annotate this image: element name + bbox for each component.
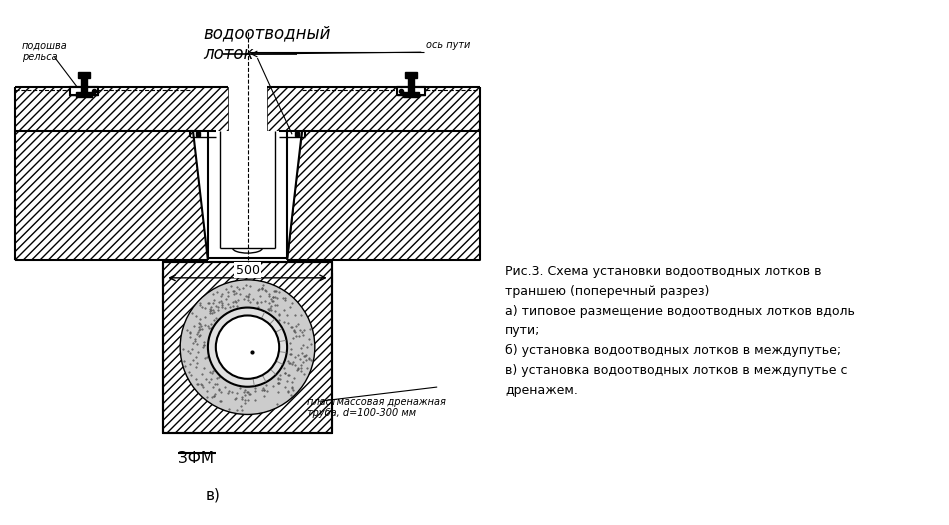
Polygon shape [408,78,414,92]
Text: а) типовое размещение водоотводных лотков вдоль: а) типовое размещение водоотводных лотко… [505,304,855,318]
Polygon shape [76,92,92,97]
Circle shape [180,280,315,414]
Polygon shape [78,72,90,78]
Polygon shape [15,87,228,131]
Polygon shape [403,92,419,97]
Text: в): в) [205,488,220,503]
Text: б) установка водоотводных лотков в междупутье;: б) установка водоотводных лотков в между… [505,344,841,357]
Polygon shape [82,78,87,92]
Polygon shape [163,262,331,433]
Text: дренажем.: дренажем. [505,384,578,397]
Bar [70,87,98,94]
Circle shape [208,308,288,387]
Text: ось пути: ось пути [426,40,470,50]
Polygon shape [288,131,480,260]
Text: в) установка водоотводных лотков в междупутье с: в) установка водоотводных лотков в между… [505,364,847,377]
Bar [295,132,299,137]
Text: пластмассовая дренажная
труба, d=100-300 мм: пластмассовая дренажная труба, d=100-300… [307,397,446,418]
Text: ЗФМ: ЗФМ [178,451,214,466]
Text: 500: 500 [235,264,259,277]
Text: траншею (поперечный разрез): траншею (поперечный разрез) [505,285,709,298]
Bar [196,132,200,137]
Polygon shape [15,131,208,260]
Polygon shape [208,131,288,258]
Polygon shape [268,87,480,131]
Circle shape [215,316,279,379]
Text: Рис.3. Схема установки водоотводных лотков в: Рис.3. Схема установки водоотводных лотк… [505,265,822,278]
Text: пути;: пути; [505,324,540,338]
Text: подошва
рельса: подошва рельса [22,40,67,62]
Bar [397,87,425,94]
Polygon shape [405,72,417,78]
Text: водоотводный
лоток: водоотводный лоток [203,24,330,63]
